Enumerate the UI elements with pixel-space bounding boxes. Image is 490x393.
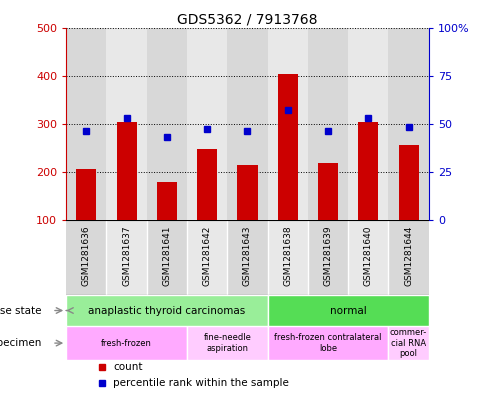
Bar xyxy=(348,28,389,220)
Text: GSM1281636: GSM1281636 xyxy=(82,226,91,286)
Bar xyxy=(268,326,389,360)
Text: count: count xyxy=(113,362,143,372)
Bar xyxy=(278,74,298,220)
Bar xyxy=(76,169,97,220)
Text: GSM1281642: GSM1281642 xyxy=(203,226,212,286)
Text: fine-needle
aspiration: fine-needle aspiration xyxy=(203,333,251,353)
Bar xyxy=(358,122,378,220)
Bar xyxy=(268,220,308,295)
Bar xyxy=(227,220,268,295)
Text: fresh-frozen: fresh-frozen xyxy=(101,339,152,347)
Text: fresh-frozen contralateral
lobe: fresh-frozen contralateral lobe xyxy=(274,333,382,353)
Text: commer-
cial RNA
pool: commer- cial RNA pool xyxy=(390,328,427,358)
Bar xyxy=(348,220,389,295)
Bar xyxy=(389,326,429,360)
Text: anaplastic thyroid carcinomas: anaplastic thyroid carcinomas xyxy=(88,305,245,316)
Bar xyxy=(66,326,187,360)
Bar xyxy=(187,220,227,295)
Bar xyxy=(66,220,106,295)
Bar xyxy=(318,163,338,220)
Text: GSM1281643: GSM1281643 xyxy=(243,226,252,286)
Bar xyxy=(308,28,348,220)
Bar xyxy=(187,326,268,360)
Bar xyxy=(66,295,268,326)
Bar xyxy=(187,28,227,220)
Text: GSM1281639: GSM1281639 xyxy=(323,226,333,286)
Bar xyxy=(147,28,187,220)
Bar xyxy=(117,122,137,220)
Text: GSM1281641: GSM1281641 xyxy=(162,226,171,286)
Text: specimen: specimen xyxy=(0,338,42,348)
Bar xyxy=(197,149,217,220)
Text: normal: normal xyxy=(330,305,367,316)
Bar xyxy=(308,220,348,295)
Text: GSM1281644: GSM1281644 xyxy=(404,226,413,286)
Bar xyxy=(237,165,258,220)
Title: GDS5362 / 7913768: GDS5362 / 7913768 xyxy=(177,12,318,26)
Bar xyxy=(268,28,308,220)
Bar xyxy=(106,220,147,295)
Bar xyxy=(227,28,268,220)
Text: GSM1281637: GSM1281637 xyxy=(122,226,131,286)
Text: percentile rank within the sample: percentile rank within the sample xyxy=(113,378,289,388)
Bar xyxy=(147,220,187,295)
Bar xyxy=(106,28,147,220)
Text: GSM1281638: GSM1281638 xyxy=(283,226,292,286)
Bar xyxy=(389,28,429,220)
Bar xyxy=(157,182,177,220)
Text: GSM1281640: GSM1281640 xyxy=(364,226,373,286)
Text: disease state: disease state xyxy=(0,305,42,316)
Bar xyxy=(66,28,106,220)
Bar xyxy=(389,220,429,295)
Bar xyxy=(268,295,429,326)
Bar xyxy=(398,145,418,220)
